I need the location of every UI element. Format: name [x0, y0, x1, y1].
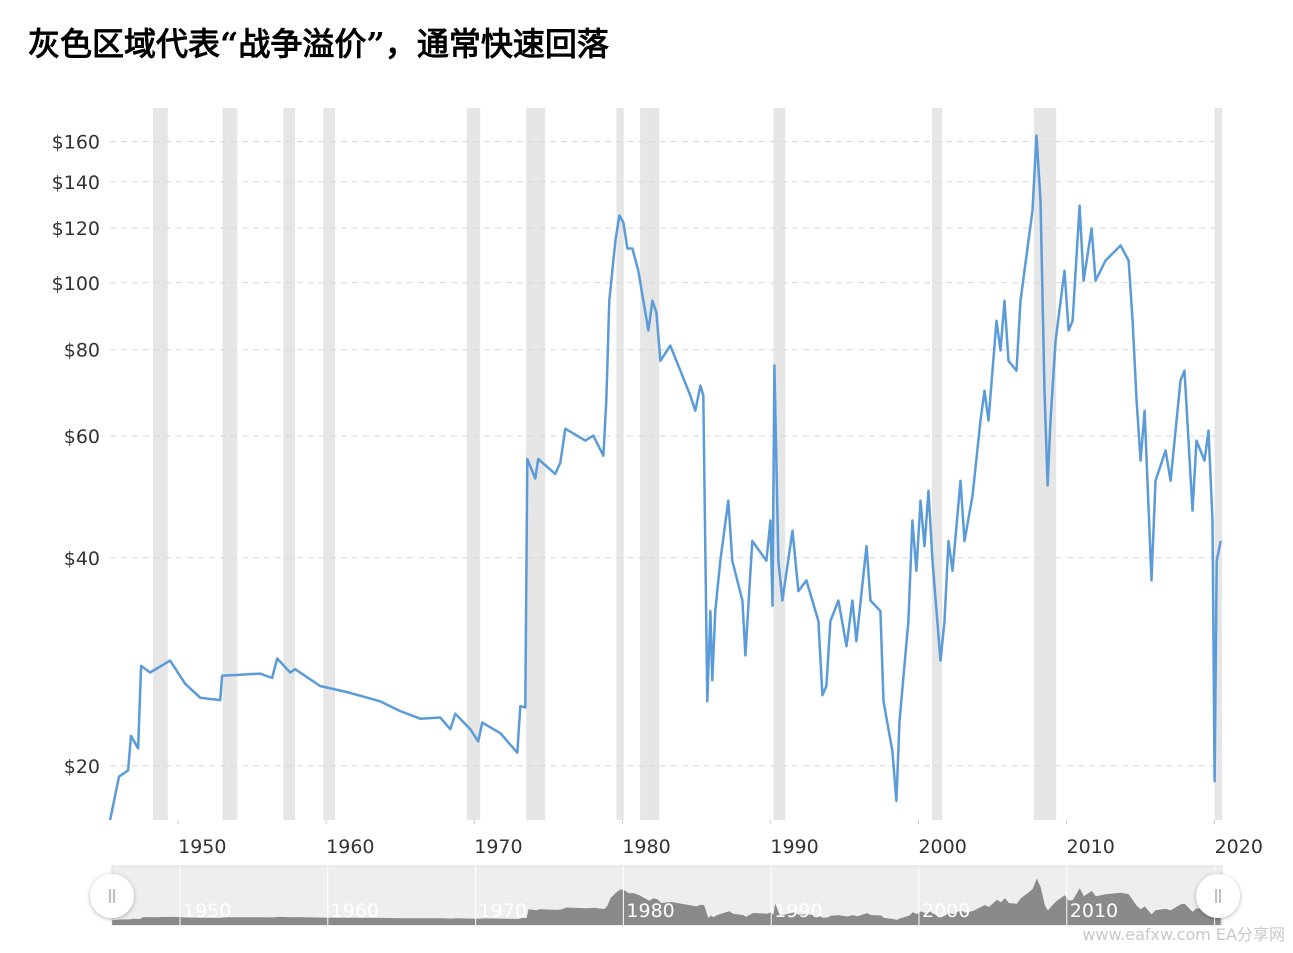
navigator-tick-label: 1970 [479, 900, 527, 922]
shaded-period [773, 108, 786, 820]
navigator-handle [90, 874, 134, 918]
x-tick-label: 1970 [474, 836, 522, 858]
navigator-area [112, 878, 1221, 925]
navigator-tick-label: 1980 [626, 900, 674, 922]
shaded-period [931, 108, 943, 820]
y-tick-label: $80 [64, 340, 100, 362]
shaded-period [283, 108, 296, 820]
navigator-tick-label: 1990 [774, 900, 822, 922]
y-tick-label: $40 [64, 548, 100, 570]
x-tick-label: 2000 [918, 836, 966, 858]
watermark: www.eafxw.com EA分享网 [1082, 925, 1285, 944]
chart-title: 灰色区域代表“战争溢价”，通常快速回落 [28, 25, 610, 63]
navigator-tick-label: 1960 [331, 900, 379, 922]
y-tick-label: $120 [52, 218, 100, 240]
y-tick-label: $100 [52, 273, 100, 295]
y-tick-label: $20 [64, 756, 100, 778]
shaded-period [616, 108, 624, 820]
y-tick-label: $160 [52, 132, 100, 154]
x-tick-label: 1960 [326, 836, 374, 858]
shaded-period [640, 108, 660, 820]
y-tick-label: $60 [64, 426, 100, 448]
x-tick-label: 1990 [770, 836, 818, 858]
y-tick-label: $140 [52, 172, 100, 194]
navigator-handle [1196, 874, 1240, 918]
x-tick-label: 2010 [1067, 836, 1115, 858]
x-tick-label: 1980 [622, 836, 670, 858]
shaded-period [152, 108, 168, 820]
shaded-period [222, 108, 238, 820]
navigator-tick-label: 2000 [922, 900, 970, 922]
shaded-period [1214, 108, 1222, 820]
x-tick-label: 1950 [178, 836, 226, 858]
navigator-tick-label: 2010 [1070, 900, 1118, 922]
shaded-period [323, 108, 336, 820]
navigator-tick-label: 1950 [183, 900, 231, 922]
shaded-period [1033, 108, 1057, 820]
shaded-period [466, 108, 481, 820]
x-tick-label: 2020 [1215, 836, 1263, 858]
shaded-period [526, 108, 546, 820]
price-line [108, 134, 1222, 821]
